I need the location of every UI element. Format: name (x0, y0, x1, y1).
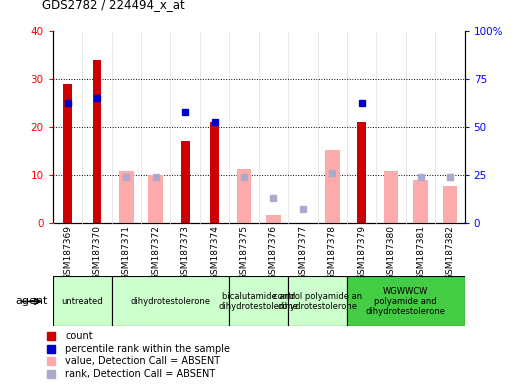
Text: GSM187377: GSM187377 (298, 225, 307, 280)
Text: GSM187373: GSM187373 (181, 225, 190, 280)
Text: dihydrotestolerone: dihydrotestolerone (130, 297, 211, 306)
Text: GSM187376: GSM187376 (269, 225, 278, 280)
Bar (413, 180, 428, 223)
Bar (210, 122, 219, 223)
Text: GSM187369: GSM187369 (63, 225, 72, 280)
Text: GSM187371: GSM187371 (122, 225, 131, 280)
Text: GSM187370: GSM187370 (92, 225, 101, 280)
Bar (119, 171, 134, 223)
Text: GSM187379: GSM187379 (357, 225, 366, 280)
Text: control polyamide an
dihydrotestolerone: control polyamide an dihydrotestolerone (273, 292, 362, 311)
Bar (229, 276, 288, 326)
Bar (325, 150, 340, 223)
Text: GSM187374: GSM187374 (210, 225, 219, 280)
Bar (237, 169, 251, 223)
Text: GSM187372: GSM187372 (151, 225, 161, 280)
Text: GSM187375: GSM187375 (240, 225, 249, 280)
Text: GDS2782 / 224494_x_at: GDS2782 / 224494_x_at (42, 0, 185, 12)
Bar (357, 122, 366, 223)
Bar (111, 276, 229, 326)
Bar (53, 276, 111, 326)
Bar (288, 276, 347, 326)
Bar (384, 171, 399, 223)
Text: rank, Detection Call = ABSENT: rank, Detection Call = ABSENT (65, 369, 216, 379)
Text: WGWWCW
polyamide and
dihydrotestolerone: WGWWCW polyamide and dihydrotestolerone (366, 286, 446, 316)
Text: agent: agent (15, 296, 48, 306)
Bar (347, 276, 465, 326)
Text: bicalutamide and
dihydrotestolerone: bicalutamide and dihydrotestolerone (219, 292, 299, 311)
Text: untreated: untreated (61, 297, 103, 306)
Bar (442, 186, 457, 223)
Text: GSM187380: GSM187380 (386, 225, 395, 280)
Text: count: count (65, 331, 93, 341)
Bar (148, 175, 163, 223)
Bar (92, 60, 101, 223)
Text: percentile rank within the sample: percentile rank within the sample (65, 344, 231, 354)
Text: GSM187382: GSM187382 (446, 225, 455, 280)
Bar (181, 141, 190, 223)
Bar (266, 215, 281, 223)
Text: value, Detection Call = ABSENT: value, Detection Call = ABSENT (65, 356, 221, 366)
Text: GSM187378: GSM187378 (328, 225, 337, 280)
Text: GSM187381: GSM187381 (416, 225, 425, 280)
Bar (63, 84, 72, 223)
